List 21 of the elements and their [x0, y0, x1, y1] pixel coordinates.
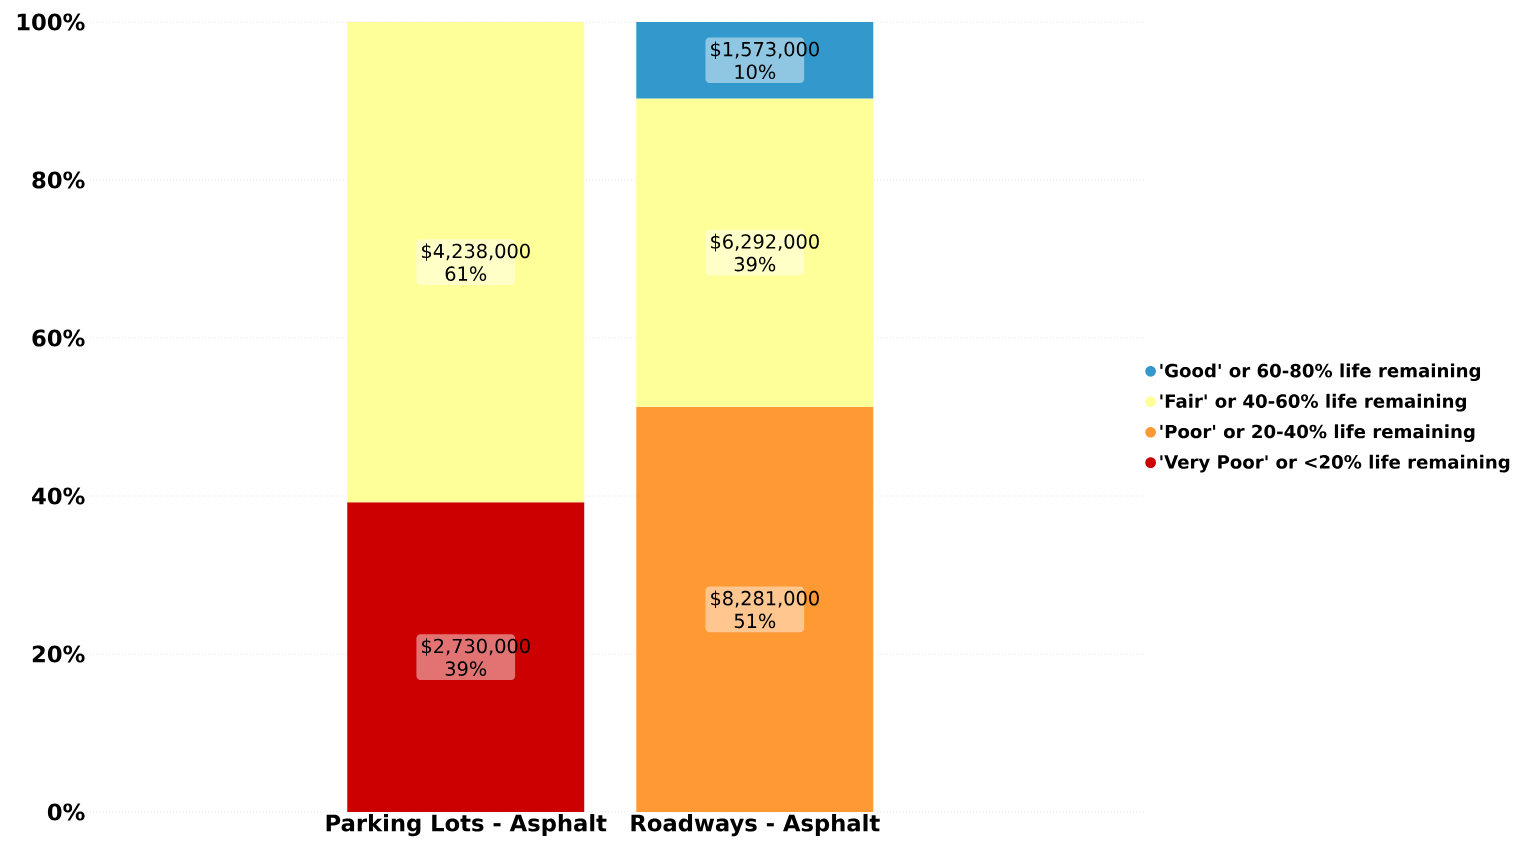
legend-label: 'Poor' or 20-40% life remaining [1160, 424, 1475, 443]
x-tick-label: Parking Lots - Asphalt [326, 814, 607, 837]
data-label: $2,730,000 39% [422, 638, 530, 676]
y-tick-label: 60% [32, 329, 85, 347]
x-tick-label: Roadways - Asphalt [631, 814, 880, 837]
bar [636, 406, 874, 812]
legend-label: 'Good' or 60-80% life remaining [1160, 363, 1481, 382]
y-tick-label: 20% [32, 645, 85, 663]
y-tick-label: 40% [32, 487, 85, 505]
legend-label: 'Fair' or 40-60% life remaining [1160, 393, 1466, 412]
y-tick-label: 100% [17, 13, 85, 31]
bar [347, 21, 585, 503]
data-label: $6,292,000 39% [711, 233, 819, 272]
data-label: $8,281,000 51% [711, 590, 819, 629]
data-label: $4,238,000 61% [422, 243, 530, 281]
y-tick-label: 0% [47, 803, 85, 821]
bar [636, 98, 874, 407]
legend-label: 'Very Poor' or <20% life remaining [1160, 454, 1510, 473]
bar [347, 502, 585, 812]
data-label: $1,573,000 10% [711, 41, 819, 80]
y-tick-label: 80% [32, 171, 85, 189]
